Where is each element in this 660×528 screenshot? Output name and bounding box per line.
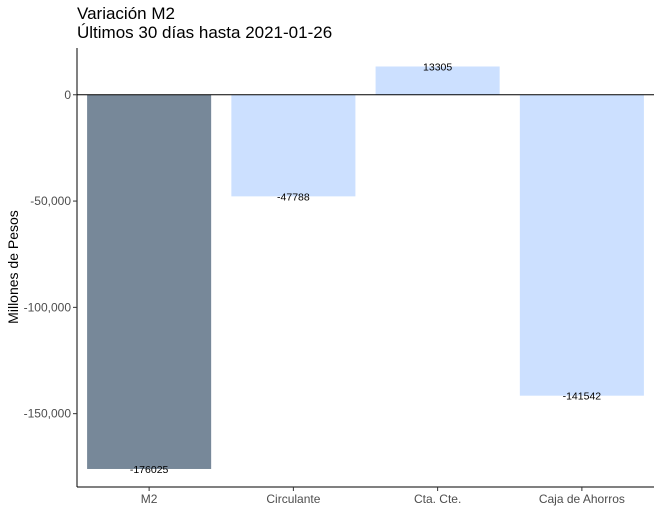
x-tick-label: Circulante <box>266 492 320 506</box>
y-axis-ticks: 0 -50,000 -100,000 -150,000 <box>24 88 77 421</box>
bar-circulante <box>231 94 356 197</box>
data-label: -47788 <box>277 191 310 203</box>
x-tick-label: M2 <box>141 492 158 506</box>
y-tick-label: -150,000 <box>24 407 72 421</box>
bar-cta-cte <box>375 66 500 95</box>
chart-title: Variación M2 <box>77 4 175 23</box>
data-labels-layer: -176025 -47788 13305 -141542 <box>130 61 601 475</box>
x-tick-label: Caja de Ahorros <box>539 492 625 506</box>
bar-m2 <box>87 94 212 469</box>
data-label: -141542 <box>563 391 602 403</box>
y-tick-label: -50,000 <box>30 194 71 208</box>
y-tick-label: -100,000 <box>24 300 72 314</box>
chart-subtitle: Últimos 30 días hasta 2021-01-26 <box>77 23 333 42</box>
data-label: 13305 <box>423 61 452 73</box>
bars-layer <box>87 66 644 469</box>
x-axis-ticks: M2 Circulante Cta. Cte. Caja de Ahorros <box>141 487 625 506</box>
y-tick-label: 0 <box>64 88 71 102</box>
y-axis-title: Millones de Pesos <box>5 210 21 324</box>
bar-caja-de-ahorros <box>519 94 644 396</box>
x-tick-label: Cta. Cte. <box>414 492 461 506</box>
data-label: -176025 <box>130 464 169 476</box>
